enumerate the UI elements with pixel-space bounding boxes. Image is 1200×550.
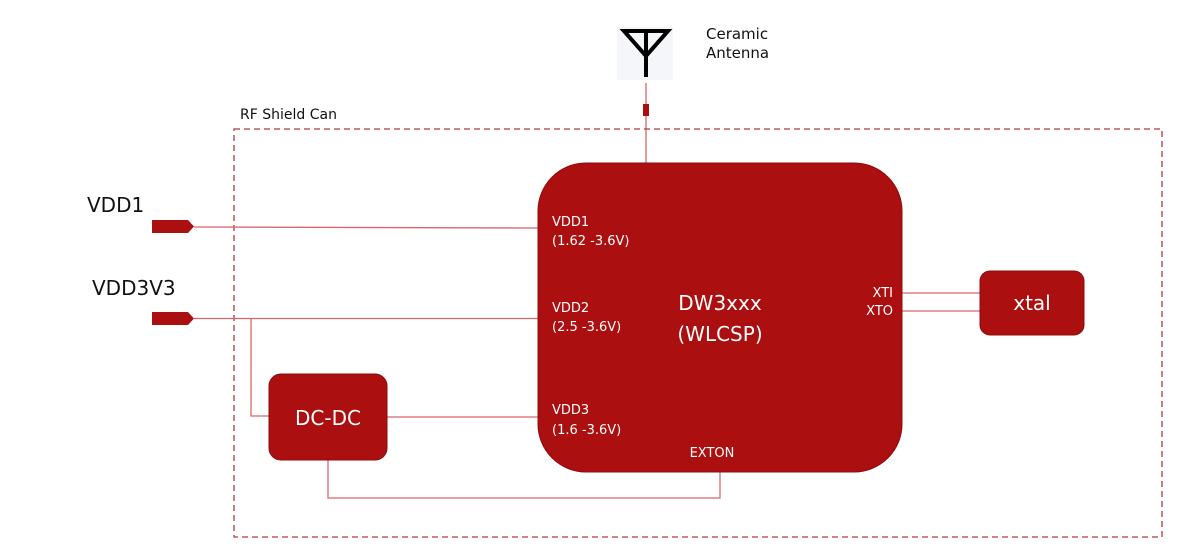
vdd3v3-port	[152, 312, 194, 325]
pin-vdd3: VDD3	[552, 403, 589, 418]
pin-vdd2-range: (2.5 -3.6V)	[552, 320, 621, 335]
antenna-icon	[619, 29, 673, 77]
antenna-matching-component	[643, 104, 649, 116]
dcdc-block	[268, 373, 388, 461]
xtal-label: xtal	[1013, 291, 1051, 315]
pin-vdd2: VDD2	[552, 301, 589, 316]
antenna-label-2: Antenna	[706, 44, 769, 62]
pin-vdd1-range: (1.62 -3.6V)	[552, 234, 629, 249]
chip-name: DW3xxx	[678, 291, 762, 315]
pin-xto: XTO	[866, 304, 893, 319]
vdd1-input-label: VDD1	[87, 193, 144, 217]
dcdc-input-wire	[250, 318, 269, 417]
pin-xti: XTI	[873, 286, 893, 301]
xtal-block	[979, 270, 1085, 336]
dcdc-label: DC-DC	[295, 406, 361, 430]
vdd1-wire	[193, 226, 539, 229]
dw3xxx-chip	[537, 162, 903, 473]
exton-wire	[327, 460, 721, 499]
antenna-label-1: Ceramic	[706, 25, 768, 43]
pin-vdd3-range: (1.6 -3.6V)	[552, 423, 621, 438]
vdd1-port	[152, 220, 194, 233]
rf-shield-can	[233, 128, 1163, 538]
shield-label: RF Shield Can	[240, 107, 337, 123]
chip-package: (WLCSP)	[677, 322, 762, 346]
vdd3v3-input-label: VDD3V3	[92, 276, 176, 300]
pin-exton: EXTON	[690, 446, 735, 461]
pin-vdd1: VDD1	[552, 215, 589, 230]
